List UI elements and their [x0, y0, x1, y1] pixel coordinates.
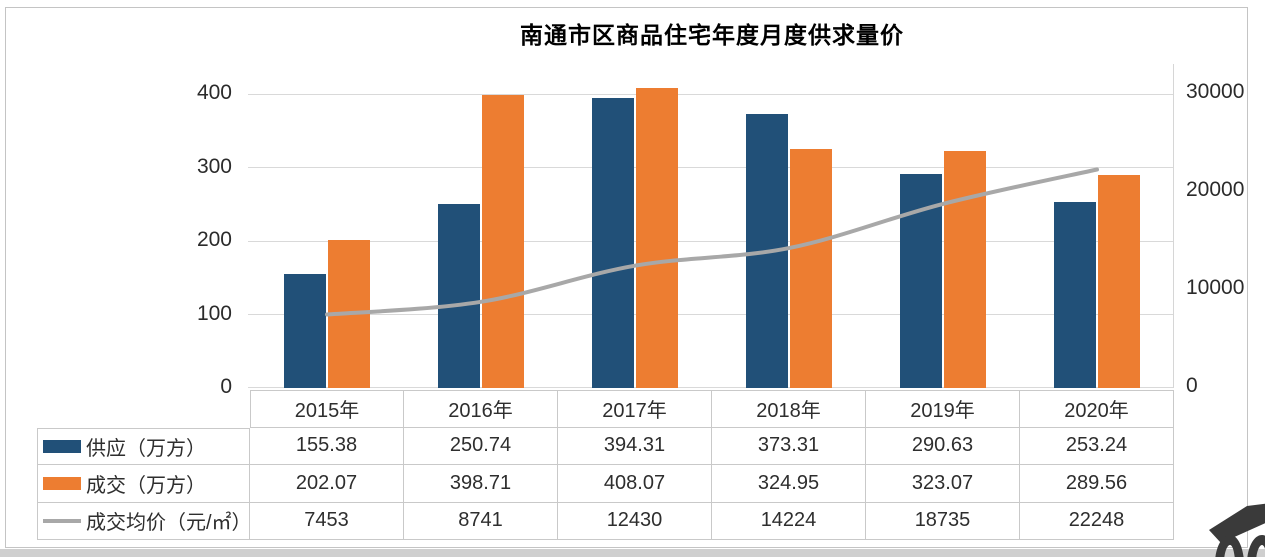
table-value-cell: 408.07: [558, 465, 712, 503]
table-category-cell: 2016年: [404, 390, 558, 428]
table-category-cell: 2015年: [250, 390, 404, 428]
supply-bar-2016年: [438, 203, 480, 388]
right-axis-tick-label: 20000: [1186, 178, 1245, 201]
left-axis-tick-label: 0: [220, 375, 232, 398]
table-value-cell: 250.74: [404, 427, 558, 465]
legend-label-supply: 供应（万方）: [86, 437, 206, 460]
plot-area: [248, 64, 1174, 388]
table-value-cell: 7453: [250, 502, 404, 540]
left-axis-tick-label: 300: [196, 155, 232, 178]
gridline-0-baseline: [248, 387, 1174, 388]
table-value-cell: 8741: [404, 502, 558, 540]
left-axis-tick-label: 200: [196, 228, 232, 251]
table-value-cell: 155.38: [250, 427, 404, 465]
table-value-cell: 398.71: [404, 465, 558, 503]
legend-label-avg-price: 成交均价（元/㎡）: [86, 512, 252, 535]
left-axis-tick-label: 400: [196, 81, 232, 104]
table-value-cell: 22248: [1020, 502, 1174, 540]
table-value-cell: 202.07: [250, 465, 404, 503]
deal-bar-2017年: [636, 88, 678, 388]
table-value-cell: 373.31: [712, 427, 866, 465]
avg-price-line-layer: [325, 167, 1099, 317]
table-value-cell: 12430: [558, 502, 712, 540]
legend-item-deal: 成交（万方）: [37, 465, 250, 503]
gridline-200: [248, 240, 1174, 242]
right-axis-tick-label: 30000: [1186, 80, 1245, 103]
table-category-cell: 2018年: [712, 390, 866, 428]
deal-bar-2019年: [944, 150, 986, 388]
right-axis-line: [1173, 64, 1174, 388]
table-value-cell: 289.56: [1020, 465, 1174, 503]
supply-bar-2017年: [592, 98, 634, 388]
deal-bar-2015年: [328, 239, 370, 388]
table-category-cell: 2017年: [558, 390, 712, 428]
brand-logo-icon: [1209, 503, 1265, 557]
table-value-cell: 394.31: [558, 427, 712, 465]
gridline-100: [248, 314, 1174, 315]
chart-title: 南通市区商品住宅年度月度供求量价: [520, 22, 904, 48]
avg-price-legend-swatch-icon: [43, 518, 81, 523]
table-value-cell: 323.07: [866, 465, 1020, 503]
table-value-cell: 324.95: [712, 465, 866, 503]
gridline-400: [248, 93, 1174, 95]
table-category-cell: 2020年: [1020, 390, 1174, 428]
table-value-cell: 14224: [712, 502, 866, 540]
table-value-cell: 18735: [866, 502, 1020, 540]
supply-bar-2015年: [284, 273, 326, 388]
right-axis-tick-label: 0: [1186, 374, 1198, 397]
deal-legend-swatch-icon: [43, 476, 81, 490]
supply-bar-2019年: [900, 174, 942, 388]
legend-label-deal: 成交（万方）: [86, 474, 206, 497]
deal-bar-2018年: [790, 149, 832, 388]
table-corner-spacer: [37, 390, 250, 428]
left-axis-tick-label: 100: [196, 302, 232, 325]
table-value-cell: 253.24: [1020, 427, 1174, 465]
supply-legend-swatch-icon: [43, 439, 81, 453]
supply-bar-2020年: [1054, 201, 1096, 388]
deal-bar-2020年: [1098, 175, 1140, 388]
table-value-cell: 290.63: [866, 427, 1020, 465]
table-category-cell: 2019年: [866, 390, 1020, 428]
gridline-300: [248, 167, 1174, 168]
bottom-divider-strip: [0, 549, 1265, 557]
deal-bar-2016年: [482, 94, 524, 388]
data-table: 2015年 2016年 2017年 2018年 2019年 2020年 供应（万…: [37, 390, 1174, 540]
right-axis-tick-label: 10000: [1186, 276, 1245, 299]
legend-item-avg-price: 成交均价（元/㎡）: [37, 502, 252, 540]
legend-item-supply: 供应（万方）: [37, 427, 250, 465]
supply-bar-2018年: [746, 113, 788, 388]
